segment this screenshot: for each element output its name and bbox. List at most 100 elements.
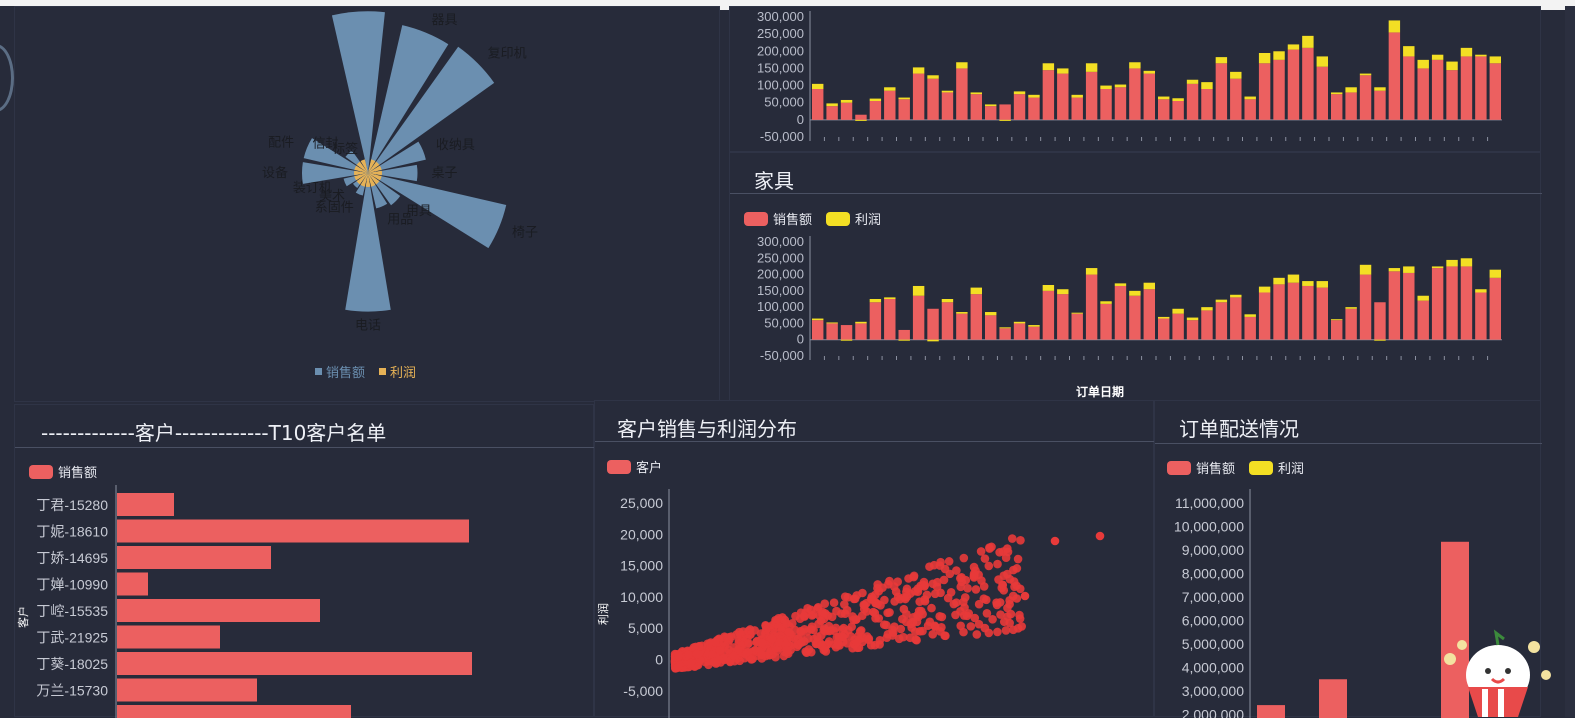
sales-bar	[841, 325, 852, 340]
sales-bar	[1057, 74, 1068, 120]
sales-bar	[985, 315, 996, 339]
profit-bar	[1432, 266, 1443, 268]
sales-bar	[1432, 60, 1443, 120]
sales-bar	[1086, 275, 1097, 340]
profit-bar	[1028, 325, 1039, 327]
scatter-point	[758, 639, 767, 648]
y-tick-label: 6,000,000	[1182, 613, 1244, 629]
y-tick-label: 9,000,000	[1182, 542, 1244, 558]
customer-bar	[117, 546, 271, 569]
profit-bar	[1490, 56, 1501, 63]
customer-bar	[117, 520, 469, 543]
scatter-point	[992, 598, 1001, 607]
profit-bar	[812, 319, 823, 321]
profit-bar	[1144, 71, 1155, 74]
profit-bar	[1302, 36, 1313, 48]
sales-bar	[1072, 314, 1083, 340]
sales-bar	[1475, 56, 1486, 119]
profit-bar	[985, 312, 996, 315]
scatter-point	[716, 646, 725, 655]
sales-bar	[812, 320, 823, 340]
sales-bar	[1245, 99, 1256, 120]
customer-label: 丁婵-10990	[36, 577, 108, 593]
customer-bar	[117, 573, 148, 596]
profit-bar	[1129, 62, 1140, 68]
profit-bar	[1158, 317, 1169, 319]
scatter-point	[914, 584, 923, 593]
profit-bar	[1187, 318, 1198, 321]
sales-bar	[1259, 292, 1270, 339]
sales-bar	[1144, 289, 1155, 339]
y-tick-label: 300,000	[757, 9, 804, 24]
sales-bar	[1014, 323, 1025, 339]
profit-bar	[971, 92, 982, 94]
scatter-point	[820, 646, 829, 655]
profit-bar	[812, 84, 823, 89]
profit-bar	[1014, 322, 1025, 324]
profit-bar	[855, 322, 866, 324]
sales-bar	[1158, 319, 1169, 340]
profit-bar	[1446, 62, 1457, 71]
profit-bar	[1115, 283, 1126, 286]
profit-bar	[1273, 278, 1284, 285]
profit-bar	[1490, 270, 1501, 278]
customer-label: 丁崆-15535	[36, 603, 108, 619]
profit-bar	[899, 340, 910, 341]
profit-bar	[1418, 60, 1429, 69]
y-tick-label: 11,000,000	[1175, 495, 1244, 511]
sales-bar	[1187, 84, 1198, 120]
sales-bar	[1273, 60, 1284, 120]
profit-bar	[826, 103, 837, 106]
y-tick-label: 100,000	[757, 299, 804, 314]
sales-bar	[1374, 302, 1385, 339]
scatter-point	[938, 613, 947, 622]
scatter-point	[684, 650, 693, 659]
scatter-point	[828, 613, 837, 622]
sales-bar	[1360, 75, 1371, 120]
profit-bar	[1374, 340, 1385, 341]
sales-bar	[1043, 291, 1054, 340]
profit-bar	[956, 62, 967, 68]
sales-bar	[971, 294, 982, 340]
scatter-point	[825, 637, 834, 646]
scatter-point	[973, 630, 982, 639]
scatter-point	[882, 621, 891, 630]
scatter-point	[673, 663, 682, 672]
sales-bar	[1302, 286, 1313, 340]
profit-bar	[985, 104, 996, 106]
scatter-point	[900, 593, 909, 602]
customer-label: 万兰-15730	[36, 683, 108, 699]
profit-bar	[1144, 283, 1155, 290]
sales-bar	[1345, 92, 1356, 119]
customer-label: 丁武-21925	[36, 630, 108, 646]
profit-bar	[826, 322, 837, 323]
popcorn-mascot-icon	[1438, 627, 1558, 717]
sales-bar	[913, 296, 924, 340]
sales-bar	[1490, 278, 1501, 340]
legend-sales-label: 销售额	[326, 362, 365, 381]
scatter-point	[970, 614, 979, 623]
scatter-point	[906, 633, 915, 642]
y-tick-label: 0	[655, 652, 663, 668]
y-tick-label: 7,000,000	[1182, 589, 1244, 605]
page-scrollbar[interactable]	[1565, 6, 1575, 717]
sales-bar	[913, 74, 924, 120]
y-tick-label: 15,000	[620, 558, 663, 574]
rose-category-label: 标签	[332, 141, 358, 156]
scatter-point	[970, 571, 979, 580]
customer-label: 丁妮-18610	[36, 524, 108, 540]
profit-bar	[1403, 266, 1414, 273]
sales-bar	[1446, 266, 1457, 339]
y-tick-label: 10,000,000	[1174, 519, 1244, 535]
scatter-point	[993, 628, 1002, 637]
sales-bar	[1144, 74, 1155, 120]
profit-bar	[913, 67, 924, 73]
profit-bar	[884, 297, 895, 299]
scatter-point	[904, 574, 913, 583]
scatter-point	[825, 622, 834, 631]
sales-bar	[841, 103, 852, 120]
rose-legend[interactable]: 销售额 利润	[315, 362, 416, 381]
sales-bar	[1115, 87, 1126, 120]
